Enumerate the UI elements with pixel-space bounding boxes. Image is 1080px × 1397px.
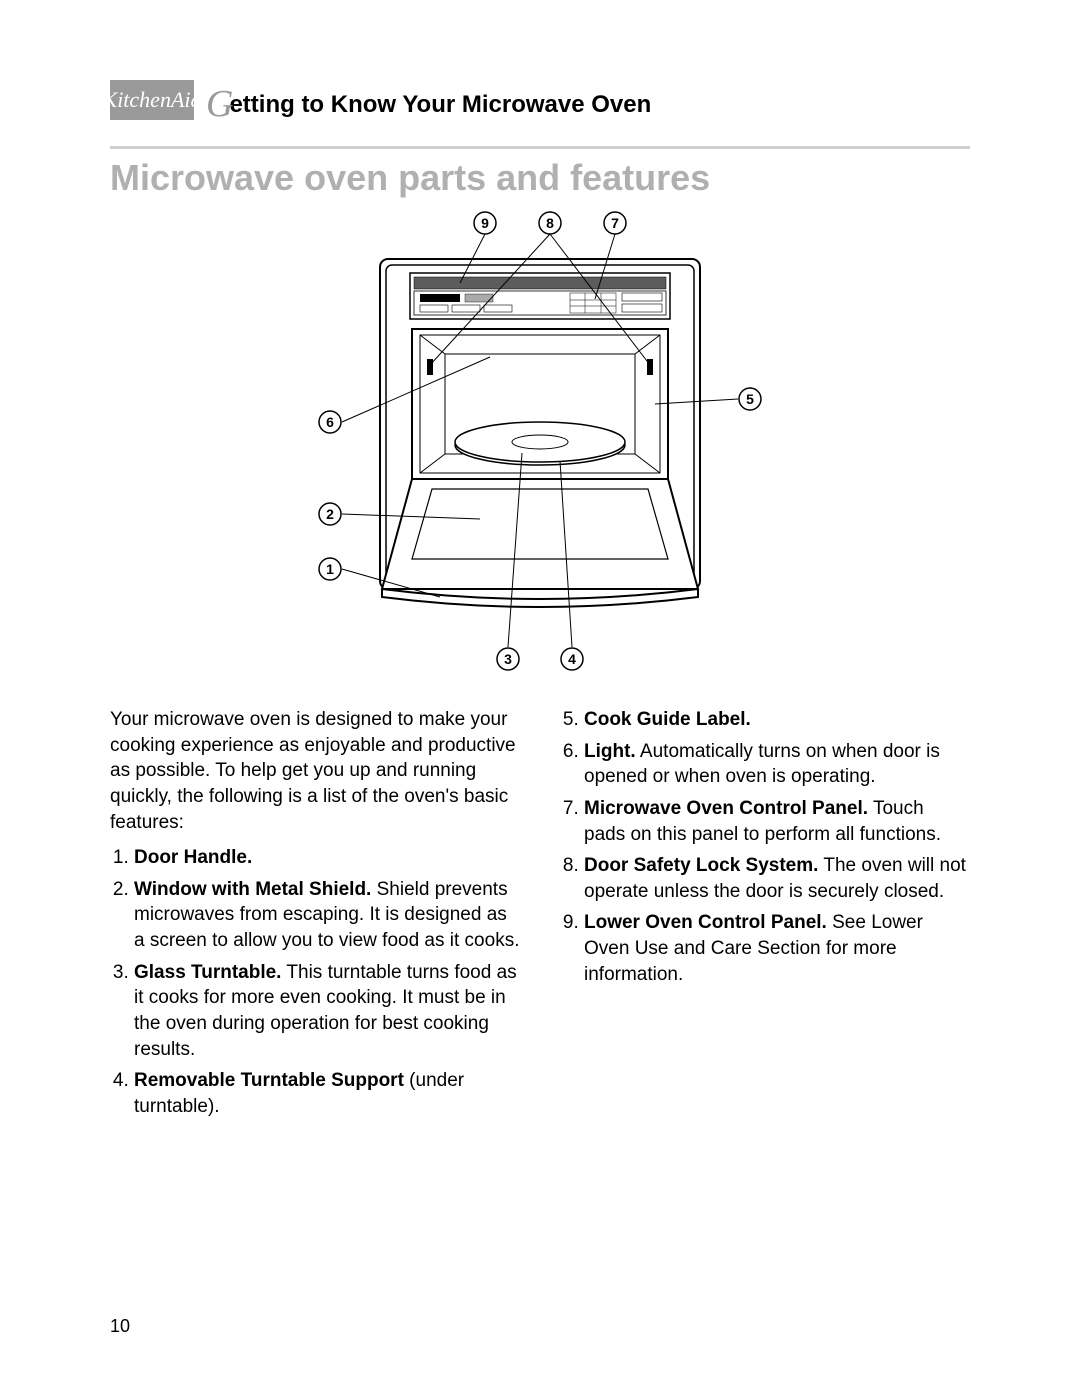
brand-logo-text: KitchenAid — [110, 87, 194, 113]
oven-diagram: 9 8 7 5 6 2 1 3 — [260, 209, 820, 689]
list-item: Cook Guide Label. — [584, 707, 970, 733]
intro-paragraph: Your microwave oven is designed to make … — [110, 707, 520, 835]
svg-text:6: 6 — [326, 414, 334, 430]
svg-text:4: 4 — [568, 651, 576, 667]
list-item: Door Handle. — [134, 845, 520, 871]
brand-logo: KitchenAid — [110, 80, 194, 120]
diagram-container: 9 8 7 5 6 2 1 3 — [110, 209, 970, 689]
text-columns: Your microwave oven is designed to make … — [110, 707, 970, 1126]
features-list-left: Door Handle. Window with Metal Shield. S… — [110, 845, 520, 1119]
drop-cap-g: G — [206, 85, 233, 123]
section-title: Microwave oven parts and features — [110, 157, 970, 199]
svg-text:1: 1 — [326, 561, 334, 577]
page-title: Getting to Know Your Microwave Oven — [206, 81, 651, 119]
features-list-right: Cook Guide Label. Light. Automatically t… — [560, 707, 970, 987]
svg-text:3: 3 — [504, 651, 512, 667]
list-item: Window with Metal Shield. Shield prevent… — [134, 877, 520, 954]
list-item: Light. Automatically turns on when door … — [584, 739, 970, 790]
list-item: Lower Oven Control Panel. See Lower Oven… — [584, 910, 970, 987]
left-column: Your microwave oven is designed to make … — [110, 707, 520, 1126]
list-item: Microwave Oven Control Panel. Touch pads… — [584, 796, 970, 847]
page-number: 10 — [110, 1316, 130, 1337]
svg-text:5: 5 — [746, 391, 754, 407]
header-row: KitchenAid Getting to Know Your Microwav… — [110, 80, 970, 120]
list-item: Door Safety Lock System. The oven will n… — [584, 853, 970, 904]
svg-text:8: 8 — [546, 215, 554, 231]
page: KitchenAid Getting to Know Your Microwav… — [0, 0, 1080, 1397]
page-title-rest: etting to Know Your Microwave Oven — [229, 91, 651, 118]
section-rule — [110, 146, 970, 149]
svg-text:2: 2 — [326, 506, 334, 522]
list-item: Removable Turntable Support (under turnt… — [134, 1068, 520, 1119]
right-column: Cook Guide Label. Light. Automatically t… — [560, 707, 970, 1126]
svg-text:7: 7 — [611, 215, 619, 231]
svg-text:9: 9 — [481, 215, 489, 231]
list-item: Glass Turntable. This turntable turns fo… — [134, 960, 520, 1063]
